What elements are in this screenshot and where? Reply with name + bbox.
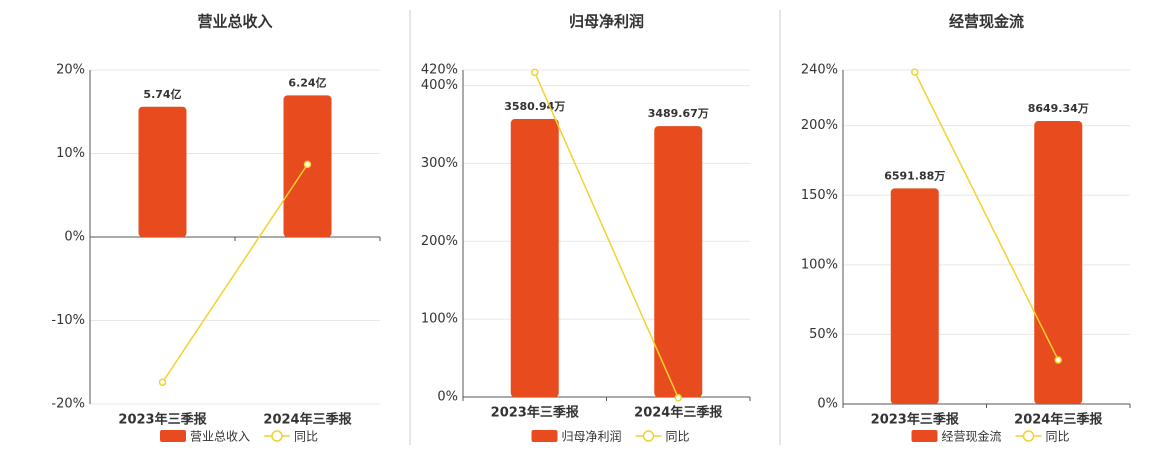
- value-label: 5.74亿: [143, 87, 181, 101]
- legend-label: 同比: [294, 430, 318, 444]
- y-tick-label: 100%: [421, 312, 458, 327]
- legend-marker: [1022, 430, 1035, 442]
- y-tick-label: -20%: [51, 397, 85, 412]
- y-tick-label: 10%: [56, 146, 85, 161]
- legend-label: 同比: [666, 430, 690, 444]
- chart-title: 经营现金流: [949, 13, 1024, 31]
- point: [1054, 356, 1062, 364]
- x-tick-label: 2024年三季报: [1014, 412, 1103, 428]
- legend-swatch: [160, 430, 186, 442]
- point: [911, 68, 919, 76]
- legend-marker: [271, 430, 283, 442]
- point: [674, 394, 682, 402]
- y-tick-label: 50%: [809, 327, 838, 342]
- x-tick-label: 2023年三季报: [491, 405, 580, 421]
- chart-title: 营业总收入: [197, 13, 272, 31]
- y-tick-label: 200%: [421, 234, 458, 249]
- y-tick-label: 420%: [421, 63, 458, 78]
- value-label: 6.24亿: [288, 75, 326, 89]
- point: [531, 68, 539, 77]
- y-tick-label: 0%: [64, 230, 85, 245]
- bar: [138, 106, 187, 238]
- point: [158, 378, 167, 387]
- line: [534, 72, 679, 399]
- x-tick-label: 2024年三季报: [634, 405, 723, 421]
- y-tick-label: 100%: [801, 257, 838, 272]
- point: [303, 160, 312, 169]
- value-label: 3489.67万: [648, 107, 709, 120]
- legend-label: 营业总收入: [190, 430, 250, 444]
- value-label: 3580.94万: [504, 100, 565, 113]
- legend-label: 同比: [1046, 430, 1070, 444]
- value-label: 6591.88万: [884, 169, 945, 182]
- line: [161, 163, 309, 383]
- value-label: 8649.34万: [1028, 102, 1089, 115]
- bar: [654, 126, 703, 397]
- chart-title: 归母净利润: [569, 13, 644, 31]
- y-tick-label: 0%: [437, 390, 458, 405]
- line: [914, 71, 1059, 361]
- legend-swatch: [531, 430, 558, 442]
- x-tick-label: 2023年三季报: [871, 412, 960, 428]
- y-tick-label: 240%: [801, 63, 838, 78]
- y-tick-label: 200%: [801, 118, 838, 133]
- y-tick-label: -10%: [51, 313, 85, 328]
- y-tick-label: 300%: [421, 156, 458, 171]
- y-tick-label: 150%: [801, 188, 838, 203]
- legend-swatch: [911, 430, 938, 442]
- bar: [1034, 121, 1083, 405]
- legend-label: 归母净利润: [562, 430, 622, 444]
- x-tick-label: 2024年三季报: [263, 412, 352, 428]
- legend-marker: [642, 430, 655, 442]
- y-tick-label: 20%: [56, 63, 85, 78]
- y-tick-label: 400%: [421, 78, 458, 93]
- x-tick-label: 2023年三季报: [118, 412, 207, 428]
- bar: [510, 119, 559, 398]
- bar: [890, 188, 939, 404]
- y-tick-label: 0%: [817, 397, 838, 412]
- legend-label: 经营现金流: [942, 429, 1002, 444]
